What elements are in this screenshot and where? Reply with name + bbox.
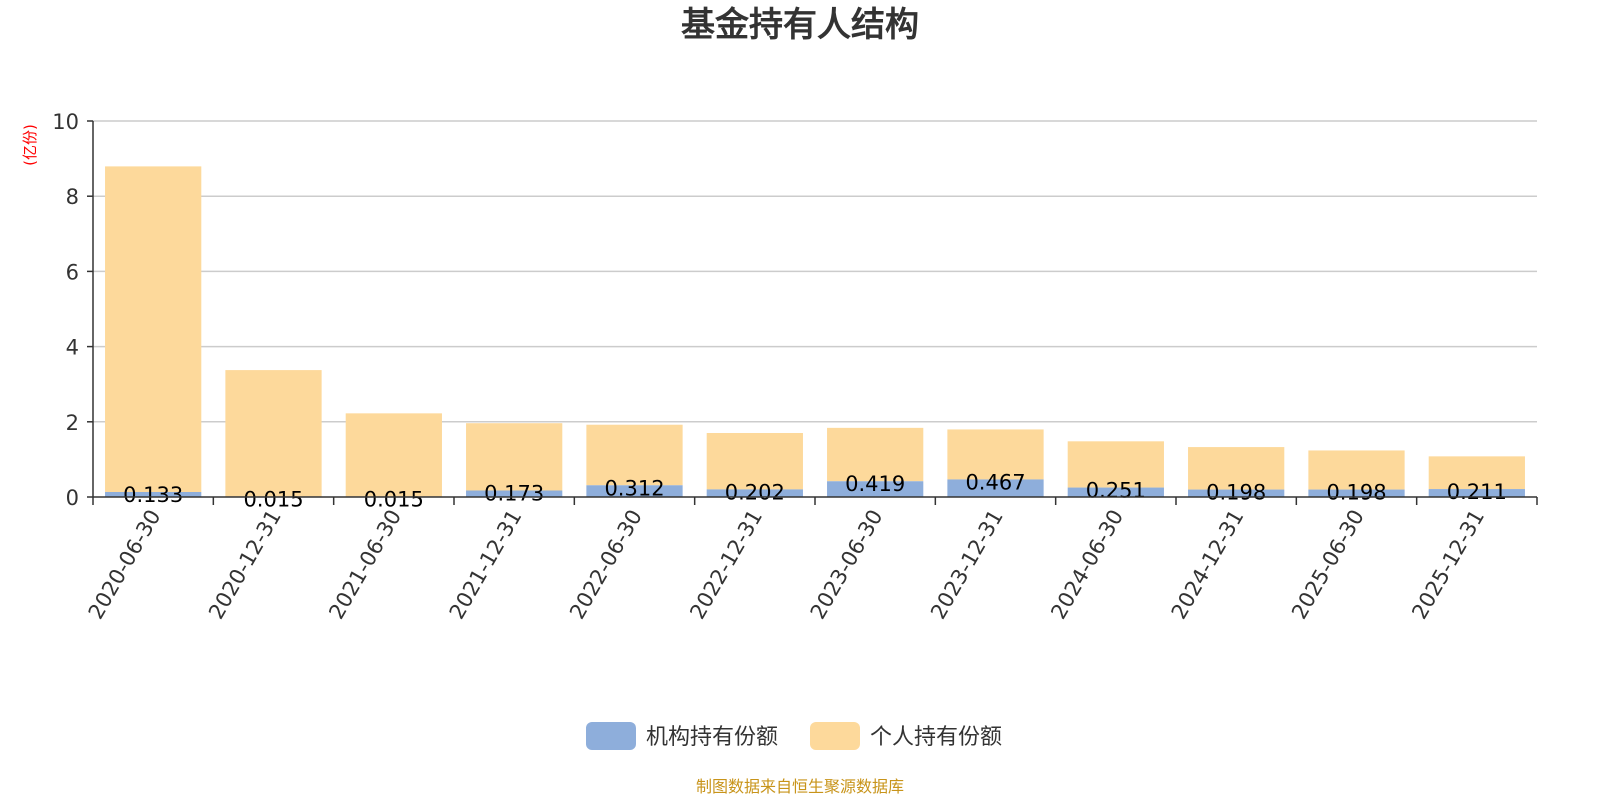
bar-institutional [105, 491, 202, 497]
bar-individual [345, 413, 442, 497]
x-tick-label: 2023-12-31 [926, 506, 1008, 624]
data-label-institutional: 0.198 [1206, 481, 1266, 505]
data-label-institutional: 0.198 [1326, 481, 1386, 505]
data-label-institutional: 0.173 [484, 481, 544, 505]
y-axis-unit: (亿份) [21, 124, 39, 166]
y-tick-label: 8 [66, 185, 79, 209]
data-label-institutional: 0.015 [243, 487, 303, 511]
legend-swatch-individual [810, 722, 860, 750]
bar-institutional [1067, 487, 1164, 497]
data-label-institutional: 0.015 [364, 487, 424, 511]
x-tick-label: 2021-12-31 [445, 506, 527, 624]
legend-swatch-institutional [586, 722, 636, 750]
bar-institutional [706, 489, 803, 497]
x-tick-label: 2024-12-31 [1167, 506, 1249, 624]
chart-title: 基金持有人结构 [681, 5, 919, 45]
bar-institutional [947, 479, 1044, 497]
data-label-institutional: 0.202 [725, 480, 785, 504]
bar-institutional [1308, 489, 1405, 497]
bars: 0.133 0.015 0.015 0.173 0.312 0.202 0.419 0.467… [105, 166, 1525, 511]
data-label-institutional: 0.133 [123, 483, 183, 507]
bar-individual [947, 429, 1044, 480]
x-tick-label: 2025-06-30 [1287, 506, 1369, 624]
legend-label-individual: 个人持有份额 [870, 725, 1002, 750]
bar-institutional [466, 490, 563, 497]
bar-institutional [586, 485, 683, 497]
data-label-institutional: 0.467 [965, 470, 1025, 494]
bar-individual [1428, 456, 1525, 490]
x-tick-label: 2025-12-31 [1407, 506, 1489, 624]
data-label-institutional: 0.251 [1086, 479, 1146, 503]
bar-individual [105, 166, 202, 492]
data-label-institutional: 0.211 [1447, 480, 1507, 504]
bar-individual [1308, 450, 1405, 490]
bar-institutional [1188, 489, 1285, 497]
bar-individual [225, 370, 322, 497]
y-tick-label: 0 [66, 486, 79, 510]
x-tick-label: 2022-12-31 [685, 506, 767, 624]
bar-individual [706, 433, 803, 490]
source-note: 制图数据来自恒生聚源数据库 [696, 777, 904, 796]
x-tick-label: 2021-06-30 [324, 506, 406, 624]
bar-individual [586, 424, 683, 486]
data-label-institutional: 0.419 [845, 472, 905, 496]
y-tick-label: 6 [66, 260, 79, 284]
bar-institutional [1428, 489, 1525, 497]
legend-item-institutional[interactable]: 机构持有份额 [586, 722, 778, 750]
x-tick-label: 2024-06-30 [1046, 506, 1128, 624]
legend[interactable]: 机构持有份额 个人持有份额 [586, 722, 1002, 750]
y-tick-label: 10 [52, 110, 79, 134]
bar-institutional [827, 481, 924, 497]
legend-item-individual[interactable]: 个人持有份额 [810, 722, 1002, 750]
x-tick-label: 2020-12-31 [204, 506, 286, 624]
axes: 0 2 4 6 8 10 2020-06-30 2020-12-31 2021-06-30 202… [52, 110, 1538, 624]
x-tick-label: 2020-06-30 [84, 506, 166, 624]
y-tick-label: 4 [66, 336, 79, 360]
legend-label-institutional: 机构持有份额 [646, 725, 778, 750]
bar-individual [1067, 441, 1164, 488]
bar-individual [466, 423, 563, 491]
bar-individual [827, 427, 924, 482]
x-tick-label: 2023-06-30 [806, 506, 888, 624]
bar-individual [1188, 447, 1285, 490]
grid [93, 120, 1537, 423]
x-tick-label: 2022-06-30 [565, 506, 647, 624]
y-tick-label: 2 [66, 411, 79, 435]
